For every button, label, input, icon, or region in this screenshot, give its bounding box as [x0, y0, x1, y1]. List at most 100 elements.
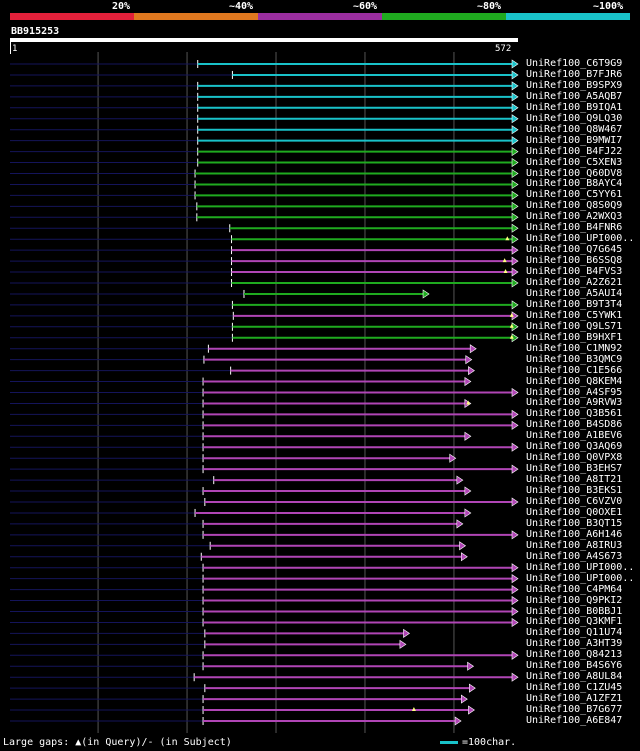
- hit-label[interactable]: UniRef100_B4FJ22: [526, 145, 623, 157]
- hit-label[interactable]: UniRef100_A6H146: [526, 528, 623, 540]
- legend-label-20: 20%: [112, 1, 131, 12]
- hit-arrow: [511, 179, 519, 190]
- hit-label[interactable]: UniRef100_C5XEN3: [526, 156, 623, 168]
- hit-arrow: [511, 234, 519, 244]
- query-gap-marker: [509, 334, 514, 339]
- hit-arrow: [511, 300, 519, 310]
- hit-label[interactable]: UniRef100_Q9PKI2: [526, 594, 623, 606]
- hit-label[interactable]: UniRef100_B7G677: [526, 704, 623, 716]
- hit-label[interactable]: UniRef100_C1E566: [526, 364, 623, 376]
- hit-arrow: [511, 267, 519, 277]
- hit-arrow: [459, 541, 467, 551]
- hit-arrow: [511, 420, 519, 430]
- hit-label[interactable]: UniRef100_A6E847: [526, 715, 623, 726]
- hit-label[interactable]: UniRef100_B9MWI7: [526, 134, 623, 146]
- hit-label[interactable]: UniRef100_C1MN92: [526, 342, 623, 354]
- hit-arrow: [511, 606, 519, 617]
- legend-label-80: ~80%: [477, 1, 502, 12]
- hit-arrow: [511, 650, 519, 660]
- hit-label[interactable]: UniRef100_A2Z621: [526, 277, 623, 288]
- hit-label[interactable]: UniRef100_Q8S0Q9: [526, 200, 623, 212]
- hit-arrow: [511, 201, 519, 211]
- hit-arrow: [464, 508, 472, 518]
- hit-label[interactable]: UniRef100_B6SSQ8: [526, 255, 623, 267]
- hit-label[interactable]: UniRef100_B9T3T4: [526, 298, 623, 310]
- hit-label[interactable]: UniRef100_A8IRU3: [526, 539, 623, 551]
- hit-arrow: [464, 431, 472, 441]
- hit-label[interactable]: UniRef100_B4S6Y6: [526, 660, 623, 672]
- hit-label[interactable]: UniRef100_A5AQB7: [526, 90, 623, 102]
- hit-arrow: [511, 245, 519, 255]
- hit-label[interactable]: UniRef100_A8IT21: [526, 474, 623, 486]
- hit-label[interactable]: UniRef100_B3EKS1: [526, 485, 623, 497]
- hit-arrow: [403, 628, 411, 638]
- hit-label[interactable]: UniRef100_B7FJR6: [526, 68, 623, 80]
- gaps-legend: Large gaps: ▲(in Query)/‐ (in Subject): [3, 737, 232, 748]
- hit-label[interactable]: UniRef100_A5AUI4: [526, 287, 623, 299]
- hit-label[interactable]: UniRef100_Q8W467: [526, 123, 623, 135]
- hit-label[interactable]: UniRef100_A4SF95: [526, 386, 623, 398]
- hit-label[interactable]: UniRef100_B3QT15: [526, 517, 623, 529]
- hit-label[interactable]: UniRef100_A3HT39: [526, 638, 623, 650]
- hit-label[interactable]: UniRef100_Q9LS71: [526, 320, 623, 332]
- hit-arrow: [511, 125, 519, 135]
- hit-arrow: [511, 442, 519, 452]
- legend-label-40: ~40%: [229, 1, 254, 12]
- hit-label[interactable]: UniRef100_Q3AQ69: [526, 441, 623, 453]
- query-gap-marker: [509, 323, 514, 328]
- hit-arrow: [511, 59, 519, 69]
- hit-label[interactable]: UniRef100_B4SD86: [526, 419, 623, 431]
- hit-label[interactable]: UniRef100_Q3B561: [526, 408, 623, 420]
- hit-arrow: [511, 278, 519, 288]
- hit-label[interactable]: UniRef100_UPI000..: [526, 572, 635, 584]
- hit-label[interactable]: UniRef100_Q8KEM4: [526, 375, 623, 387]
- hit-label[interactable]: UniRef100_B9HXF1: [526, 331, 623, 343]
- hit-arrow: [511, 168, 519, 179]
- hit-arrow: [511, 70, 519, 80]
- query-gap-marker: [411, 707, 416, 712]
- query-start: 1: [12, 44, 18, 54]
- hit-label[interactable]: UniRef100_A1ZFZ1: [526, 693, 623, 705]
- hit-arrow: [465, 355, 473, 365]
- hit-label[interactable]: UniRef100_Q9LQ30: [526, 112, 623, 124]
- hit-label[interactable]: UniRef100_B9SPX9: [526, 79, 623, 91]
- hit-arrow: [511, 223, 519, 233]
- hit-label[interactable]: UniRef100_C5YY61: [526, 189, 623, 201]
- hit-label[interactable]: UniRef100_B3EHS7: [526, 463, 623, 475]
- query-gap-marker: [466, 400, 471, 405]
- hit-label[interactable]: UniRef100_B8AYC4: [526, 178, 623, 190]
- hit-label[interactable]: UniRef100_Q3KMF1: [526, 616, 623, 628]
- hit-label[interactable]: UniRef100_C6T9G9: [526, 58, 623, 69]
- hit-label[interactable]: UniRef100_C1ZU45: [526, 682, 623, 694]
- scale-bar: [440, 741, 458, 744]
- hit-label[interactable]: UniRef100_UPI000..: [526, 233, 635, 245]
- hit-arrow: [511, 464, 519, 474]
- hit-label[interactable]: UniRef100_B4FNR6: [526, 222, 623, 234]
- hit-label[interactable]: UniRef100_C4PM64: [526, 583, 623, 595]
- hit-label[interactable]: UniRef100_C5YWK1: [526, 309, 623, 321]
- hit-arrow: [511, 672, 519, 682]
- hit-arrow: [511, 595, 519, 606]
- query-bar: [10, 38, 518, 42]
- hit-label[interactable]: UniRef100_Q0VPX8: [526, 452, 623, 464]
- hit-label[interactable]: UniRef100_Q84213: [526, 649, 623, 661]
- hit-arrow: [511, 387, 519, 398]
- hit-arrow: [511, 92, 519, 102]
- hit-label[interactable]: UniRef100_A4S673: [526, 550, 623, 562]
- hit-label[interactable]: UniRef100_Q0OXE1: [526, 506, 623, 518]
- hit-label[interactable]: UniRef100_B3QMC9: [526, 353, 623, 365]
- hit-label[interactable]: UniRef100_UPI000..: [526, 561, 635, 573]
- hit-label[interactable]: UniRef100_Q60DV8: [526, 167, 623, 179]
- hit-label[interactable]: UniRef100_A1BEV6: [526, 430, 623, 442]
- hit-label[interactable]: UniRef100_B4FVS3: [526, 266, 623, 278]
- hit-label[interactable]: UniRef100_C6VZV0: [526, 496, 623, 507]
- hit-label[interactable]: UniRef100_Q11U74: [526, 627, 623, 639]
- hit-label[interactable]: UniRef100_A9RVW3: [526, 397, 623, 409]
- hit-label[interactable]: UniRef100_B9IQA1: [526, 101, 623, 113]
- hit-label[interactable]: UniRef100_B0BBJ1: [526, 605, 623, 617]
- legend-bar-60: [258, 13, 382, 20]
- hit-label[interactable]: UniRef100_A2WXQ3: [526, 211, 623, 223]
- hit-label[interactable]: UniRef100_Q7G645: [526, 244, 623, 256]
- hit-label[interactable]: UniRef100_A8UL84: [526, 671, 623, 683]
